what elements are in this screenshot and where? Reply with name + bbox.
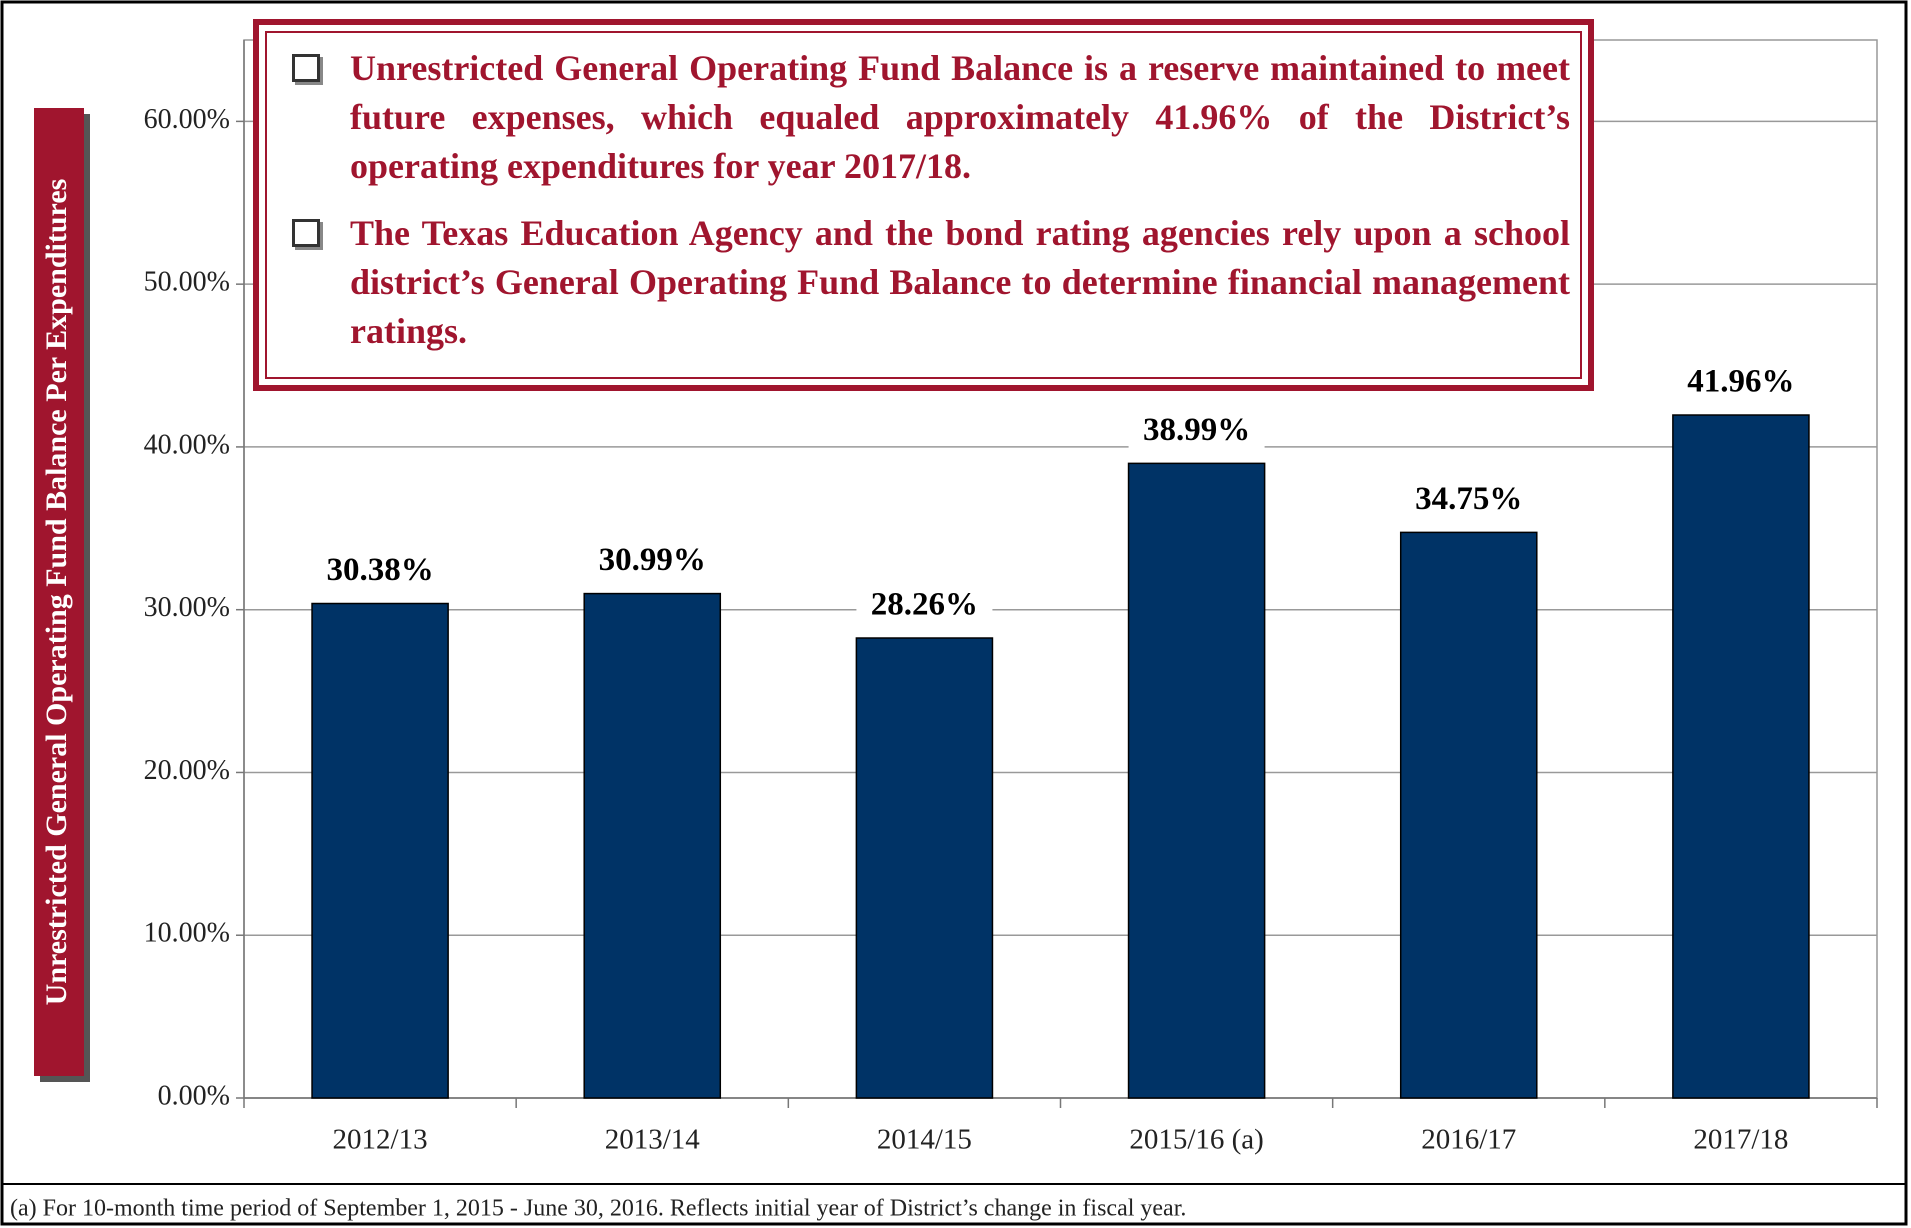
note: Unrestricted General Operating Fund Bala… — [278, 44, 1570, 191]
value-label: 34.75% — [1415, 481, 1522, 517]
bullet — [292, 54, 320, 82]
value-label: 41.96% — [1687, 364, 1794, 400]
bar — [855, 637, 994, 1099]
y-tick-label: 10.00% — [144, 918, 230, 949]
bar — [1127, 462, 1266, 1099]
footnote: (a) For 10-month time period of Septembe… — [10, 1196, 1186, 1222]
x-tick-label: 2014/15 — [877, 1124, 972, 1156]
note-text: Unrestricted General Operating Fund Bala… — [350, 48, 1570, 186]
note-box — [253, 19, 1594, 391]
y-tick-label: 30.00% — [144, 592, 230, 623]
x-tick-label: 2013/14 — [605, 1124, 701, 1156]
y-label-box — [34, 108, 84, 1076]
value-label: 30.99% — [599, 542, 706, 578]
bar — [1399, 531, 1538, 1099]
bullet — [292, 219, 320, 247]
value-label-bg — [312, 551, 449, 592]
value-label: 28.26% — [871, 587, 978, 623]
note: The Texas Education Agency and the bond … — [278, 209, 1570, 356]
y-axis-label: Unrestricted General Operating Fund Bala… — [40, 179, 73, 1006]
x-tick-label: 2015/16 (a) — [1129, 1124, 1264, 1156]
bar — [583, 592, 722, 1099]
y-tick-label: 50.00% — [144, 267, 230, 298]
x-tick-label: 2012/13 — [333, 1124, 428, 1156]
value-label: 38.99% — [1143, 412, 1250, 448]
value-label-bg — [856, 586, 993, 627]
bar — [1672, 414, 1810, 1099]
notes: Unrestricted General Operating Fund Bala… — [278, 44, 1570, 374]
value-label-bg — [1672, 363, 1809, 404]
bar — [311, 602, 449, 1099]
y-tick-label: 60.00% — [144, 104, 230, 135]
y-tick-label: 40.00% — [144, 429, 230, 460]
y-tick-label: 20.00% — [144, 755, 230, 786]
x-tick-label: 2016/17 — [1421, 1124, 1516, 1156]
y-tick-label: 0.00% — [158, 1080, 230, 1111]
value-label: 30.38% — [326, 552, 433, 588]
x-tick-label: 2017/18 — [1693, 1124, 1788, 1156]
value-label-bg — [584, 541, 721, 582]
note-text: The Texas Education Agency and the bond … — [350, 213, 1570, 351]
value-label-bg — [1400, 480, 1537, 521]
note-box-inner — [265, 31, 1582, 379]
value-label-bg — [1128, 411, 1265, 452]
